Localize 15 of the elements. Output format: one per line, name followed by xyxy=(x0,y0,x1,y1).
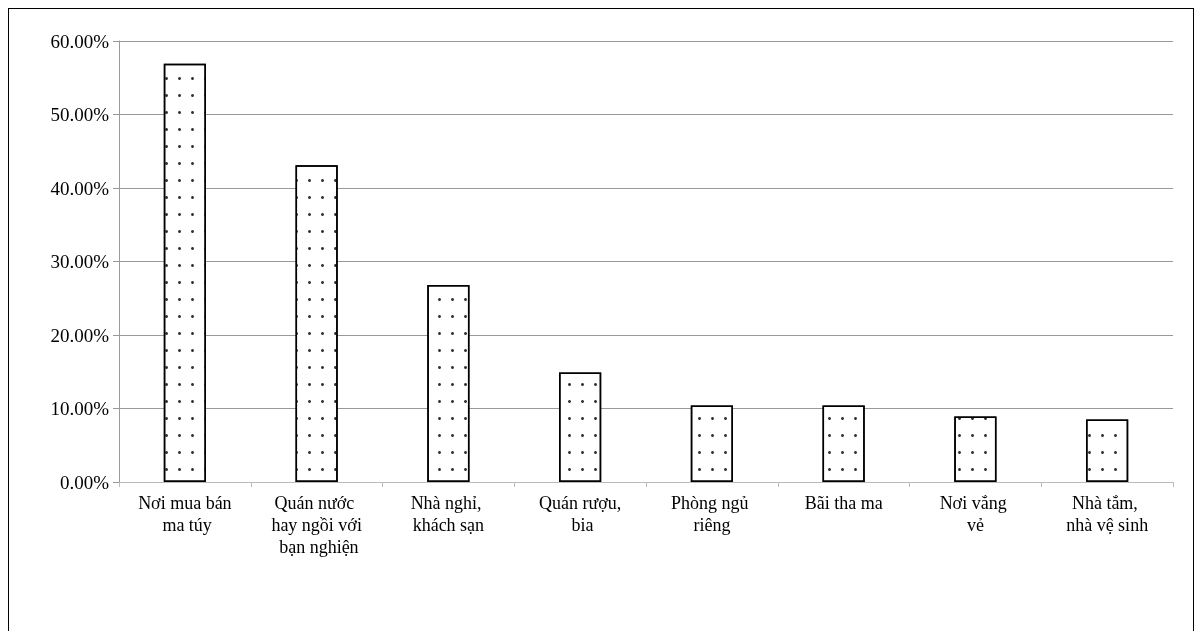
x-tick-label: Phòng ngủ riêng xyxy=(670,493,753,535)
x-tick-label: Nhà nghỉ, khách sạn xyxy=(410,493,487,535)
y-tick-label: 60.00% xyxy=(50,30,110,52)
x-tick-label: Quán rượu, bia xyxy=(538,493,622,535)
x-tick-label: Nhà tắm, nhà vệ sinh xyxy=(1066,493,1149,535)
y-tick-label: 40.00% xyxy=(50,177,110,199)
y-tick-label: 50.00% xyxy=(50,104,110,125)
y-tick-label: 0.00% xyxy=(59,471,110,493)
x-tick-label: Bãi tha ma xyxy=(804,493,883,513)
y-tick-label: 10.00% xyxy=(50,398,110,419)
y-tick-label: 20.00% xyxy=(50,324,110,346)
x-tick-label: Quán nước hay ngồi với bạn nghiện xyxy=(271,493,362,557)
y-tick-label: 30.00% xyxy=(50,251,110,272)
x-tick-label: Nơi mua bán ma túy xyxy=(138,493,232,535)
x-tick-label: Nơi vắng vẻ xyxy=(939,493,1012,535)
